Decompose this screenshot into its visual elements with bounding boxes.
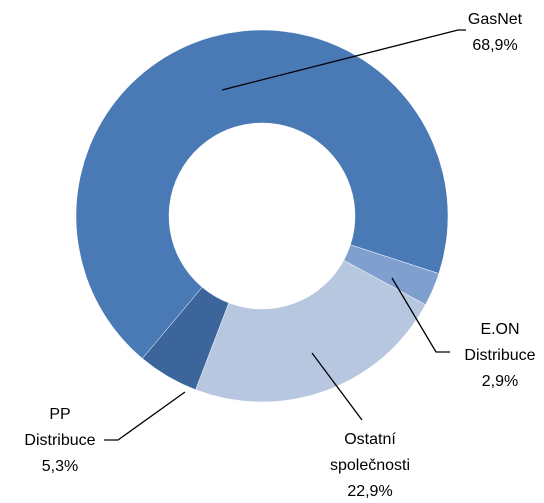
category-label: PP Distribuce: [24, 406, 95, 449]
category-label: E.ON Distribuce: [464, 321, 535, 364]
leader-line: [311, 352, 363, 421]
leader-line: [391, 277, 450, 353]
leader-line: [221, 29, 466, 91]
value-label: 2,9%: [482, 373, 518, 390]
category-label: Ostatní společnosti: [330, 431, 410, 474]
donut-segment: [142, 286, 230, 391]
donut-segment: [195, 260, 426, 403]
category-label: GasNet: [468, 11, 523, 28]
leader-line: [104, 391, 186, 441]
value-label: 5,3%: [42, 458, 78, 475]
value-label: 68,9%: [472, 37, 517, 54]
donut-segment: [75, 29, 449, 359]
value-label: 22,9%: [347, 483, 392, 498]
